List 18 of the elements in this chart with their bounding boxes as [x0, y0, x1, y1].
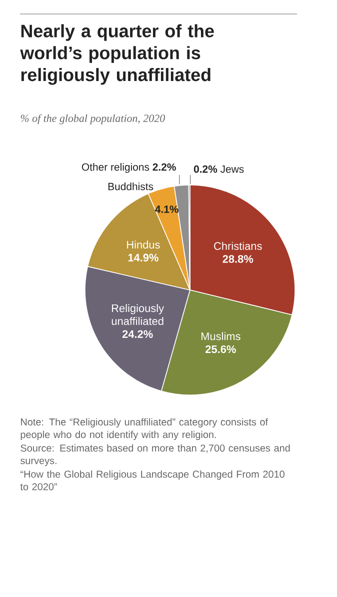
text: Note: The “Religiously unaffiliated” category consists of people who do not identify with any religion. [20, 418, 268, 440]
data-label: 24.2% [122, 330, 153, 338]
source-note: Source: Estimates based on more than 2,700 censuses and surveys. [20, 444, 290, 466]
data-label: 0.2% [194, 165, 218, 173]
slice-label: Buddhists [108, 182, 154, 190]
chart-title: Nearly a quarter of the world’s population is religiously unaffiliated [20, 24, 214, 85]
slice-label: Hindus [127, 240, 160, 249]
chart-subtitle: % of the global population, 2020 [20, 114, 165, 124]
text: “How the Global Religious Landscape Changed From 2010 to 2020” [20, 470, 284, 490]
data-label: 25.6% [206, 345, 236, 354]
slice-label: Christians [214, 242, 262, 250]
slice-label: Religiously unaffiliated [112, 304, 164, 326]
data-label: 14.9% [128, 254, 158, 262]
slice-label: Other religions [82, 163, 150, 173]
slice-label: Muslims [201, 332, 240, 340]
slice-label: Jews [220, 166, 244, 173]
data-label: 28.8% [222, 255, 254, 263]
data-label: 2.2% [152, 163, 176, 171]
